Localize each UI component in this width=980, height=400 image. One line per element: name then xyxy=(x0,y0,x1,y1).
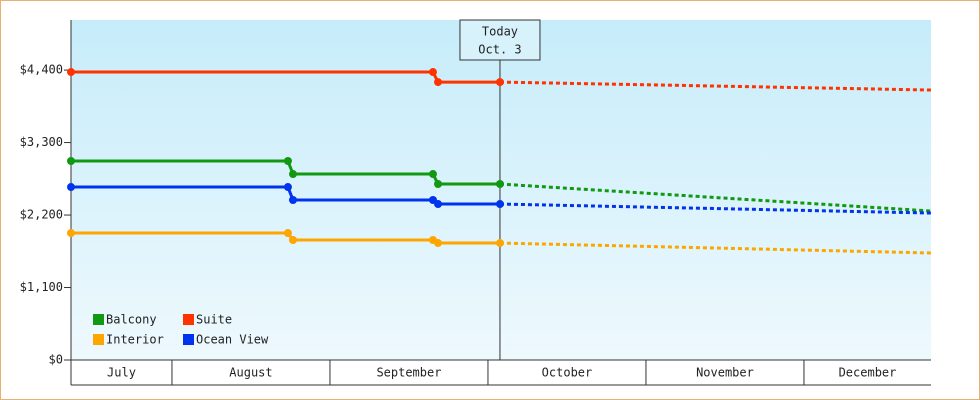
price-point xyxy=(434,239,443,248)
price-line xyxy=(71,159,500,186)
price-point xyxy=(434,78,443,87)
price-line xyxy=(71,185,500,206)
price-line xyxy=(71,70,500,84)
x-tick-label: August xyxy=(229,366,272,380)
legend-label: Interior xyxy=(106,333,164,347)
legend-swatch xyxy=(93,334,104,345)
forecast-line xyxy=(499,241,932,255)
legend-label: Suite xyxy=(196,313,232,327)
forecast-line xyxy=(499,182,932,213)
y-tick-label: $2,200 xyxy=(20,208,63,222)
y-tick-label: $0 xyxy=(49,353,63,367)
today-box xyxy=(459,19,541,61)
forecast-line xyxy=(499,202,932,215)
y-tick-label: $1,100 xyxy=(20,280,63,294)
price-point xyxy=(283,183,292,192)
y-tick-label: $3,300 xyxy=(20,135,63,149)
plot-area xyxy=(71,20,931,360)
price-point xyxy=(67,183,75,192)
today-label: Oct. 3 xyxy=(478,43,521,57)
price-point xyxy=(288,236,297,245)
forecast-line xyxy=(499,80,932,92)
price-point xyxy=(495,239,504,248)
price-point xyxy=(428,170,437,179)
price-point xyxy=(283,229,292,238)
y-tick-label: $4,400 xyxy=(20,63,63,77)
price-point xyxy=(495,200,504,209)
price-point xyxy=(283,157,292,166)
price-point xyxy=(434,200,443,209)
today-label: Today xyxy=(482,25,518,39)
legend-swatch xyxy=(93,314,104,325)
price-line xyxy=(71,231,500,245)
price-point xyxy=(288,196,297,205)
x-tick-label: November xyxy=(696,366,754,380)
x-tick-label: October xyxy=(542,366,593,380)
x-tick-label: September xyxy=(376,366,441,380)
legend-label: Balcony xyxy=(106,313,157,327)
x-tick-label: July xyxy=(107,366,136,380)
price-point xyxy=(67,157,75,166)
legend-swatch xyxy=(183,314,194,325)
x-tick-label: December xyxy=(839,366,897,380)
price-point xyxy=(67,229,75,238)
price-point xyxy=(495,78,504,87)
price-point xyxy=(288,170,297,179)
price-point xyxy=(67,68,75,77)
price-point xyxy=(434,180,443,189)
price-point xyxy=(495,180,504,189)
legend-swatch xyxy=(183,334,194,345)
legend-label: Ocean View xyxy=(196,333,269,347)
price-point xyxy=(428,68,437,77)
